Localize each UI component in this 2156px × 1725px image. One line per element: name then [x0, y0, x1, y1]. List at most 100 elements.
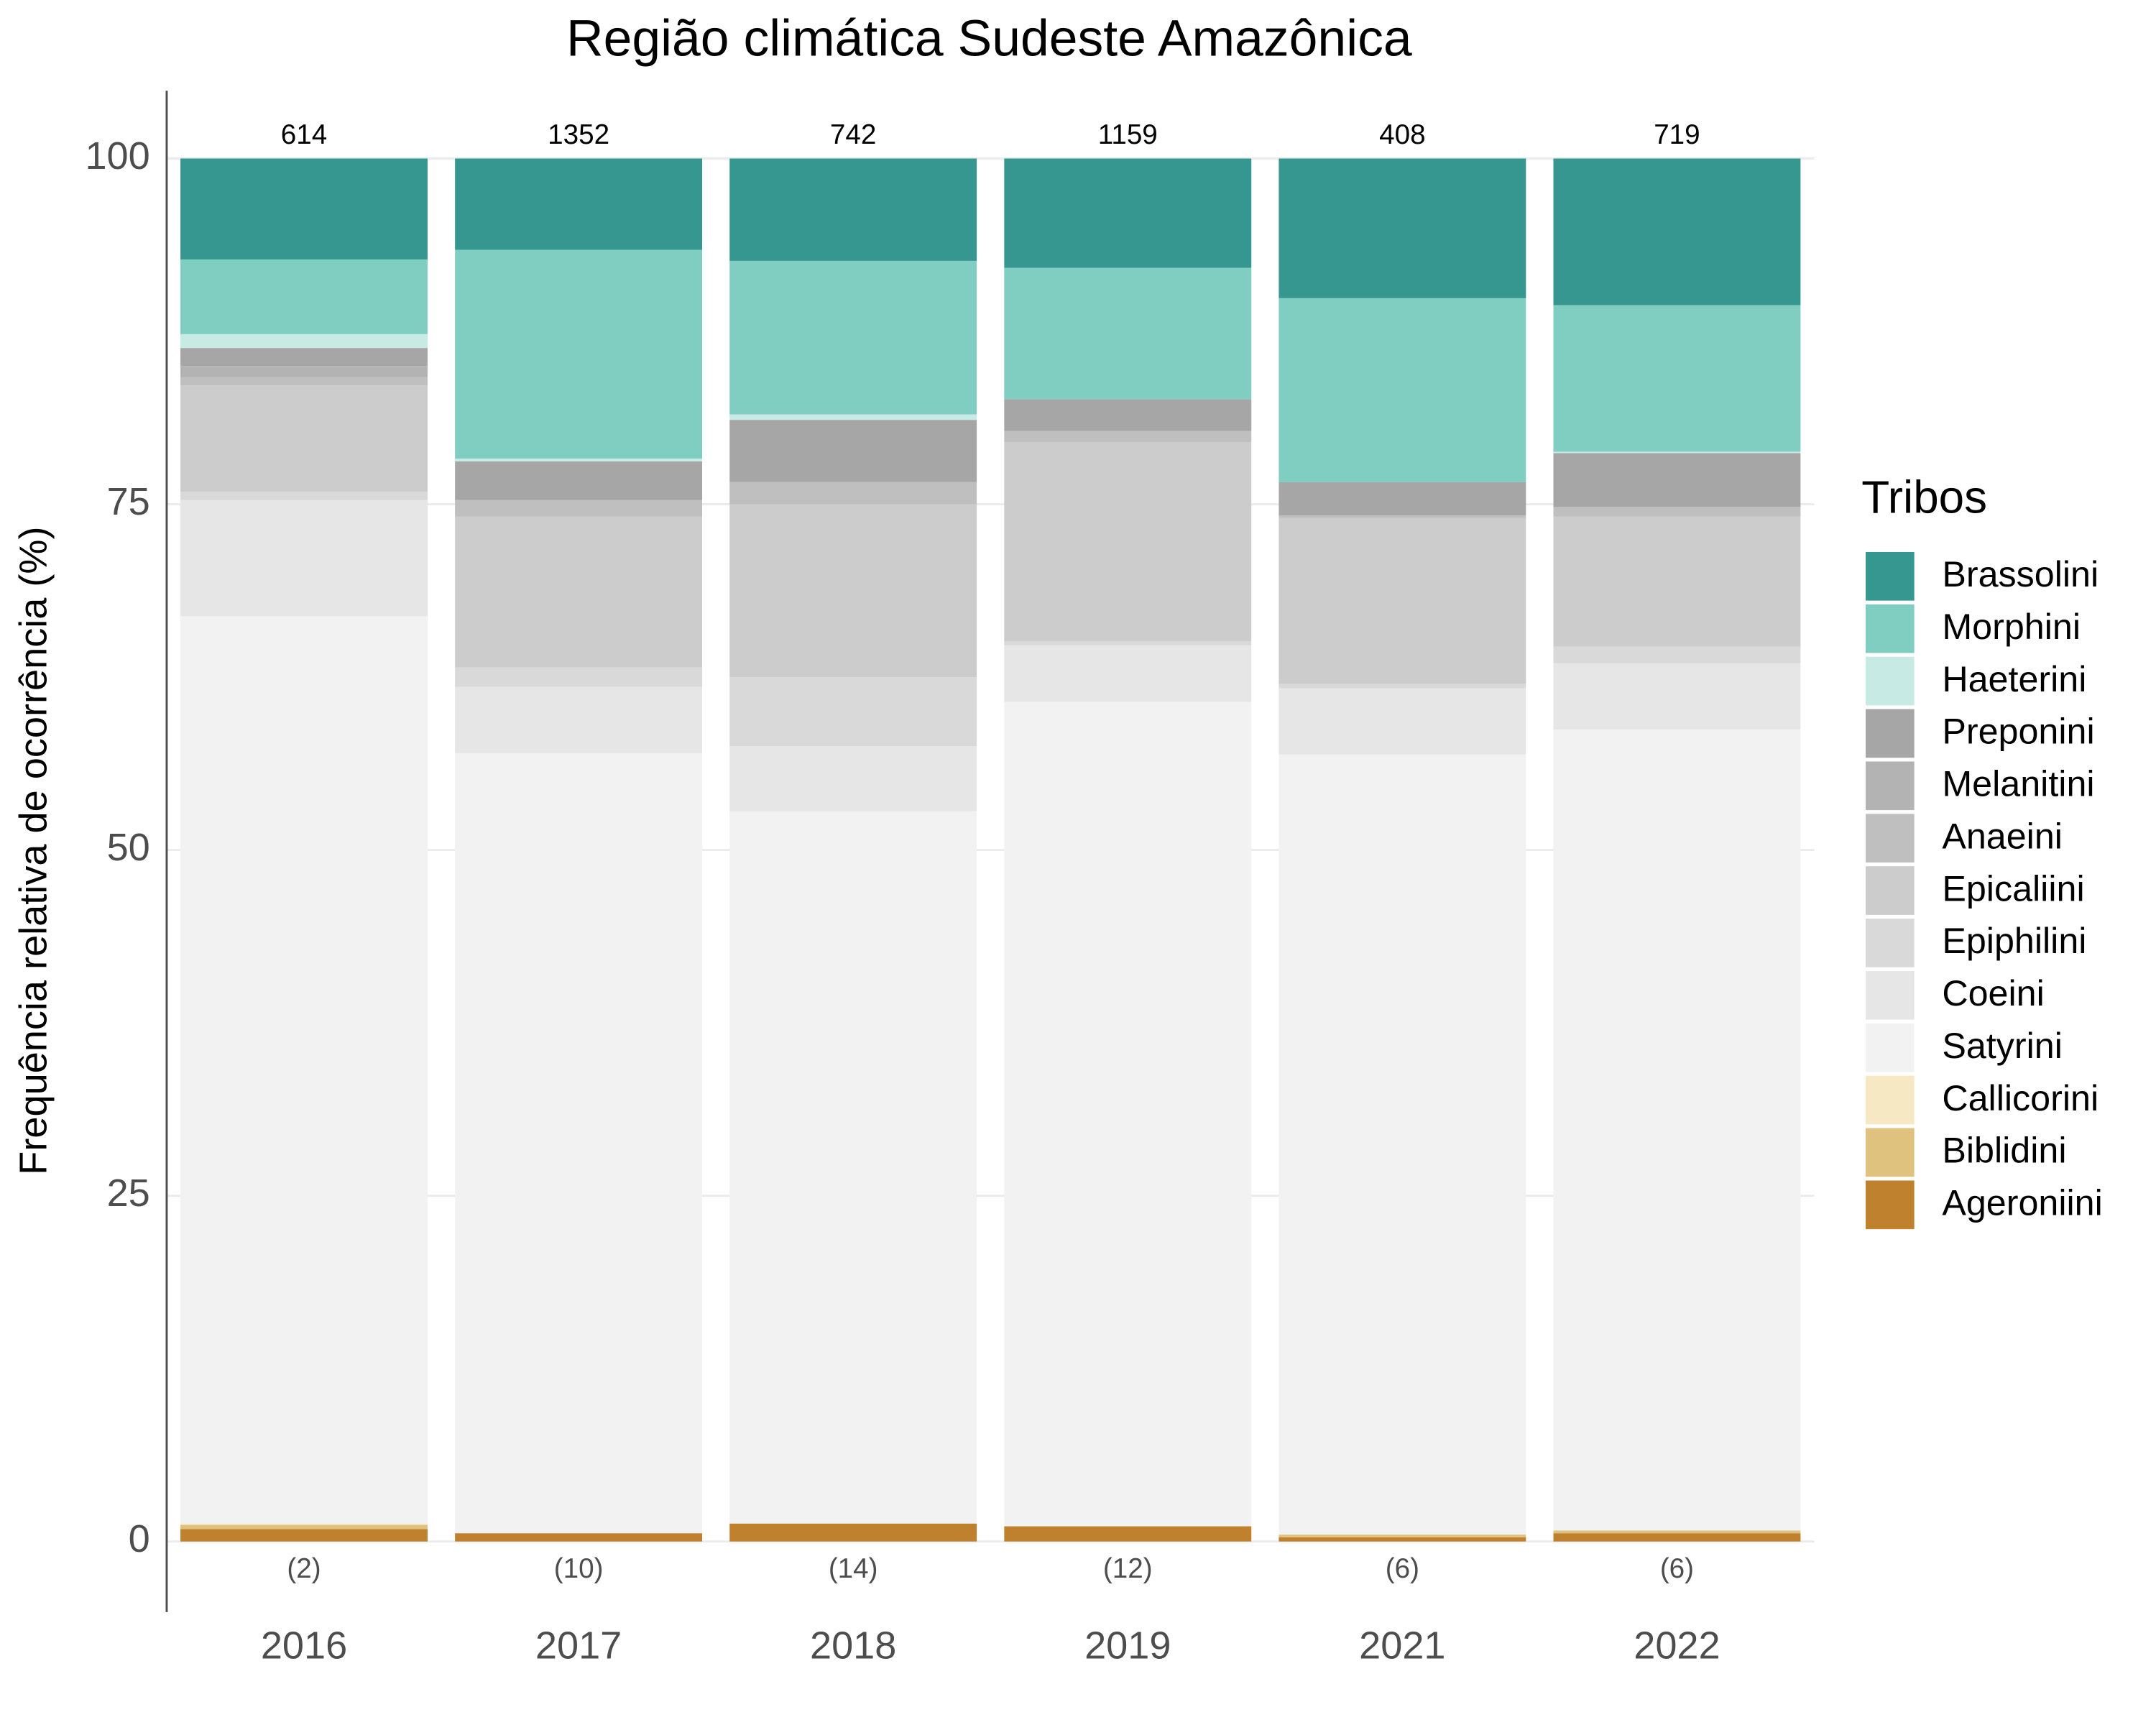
legend-label: Ageroniini	[1942, 1183, 2102, 1223]
bar-bottom-label: (6)	[1660, 1553, 1694, 1584]
bar-segment	[729, 420, 977, 482]
legend-label: Anaeini	[1942, 816, 2063, 856]
bar-segment	[1279, 482, 1526, 515]
legend-swatch	[1866, 814, 1915, 862]
legend-label: Epiphilini	[1942, 921, 2086, 961]
legend-label: Epicaliini	[1942, 868, 2084, 908]
bar-segment	[455, 459, 703, 461]
bar-segment	[729, 482, 977, 505]
bar-segment	[180, 1524, 428, 1530]
bar-segment	[180, 1529, 428, 1542]
bar-segment	[1553, 646, 1801, 663]
legend-swatch	[1866, 1023, 1915, 1072]
bar-segment	[455, 753, 703, 1534]
bar-segment	[1553, 1533, 1801, 1542]
bar-segment	[455, 667, 703, 687]
bar-segment	[1004, 158, 1252, 268]
bar-segment	[729, 414, 977, 420]
bar-total-label: 719	[1654, 119, 1700, 150]
bar-segment	[729, 677, 977, 747]
legend-label: Melanitini	[1942, 764, 2094, 804]
legend-label: Biblidini	[1942, 1131, 2066, 1171]
bar-segment	[1553, 730, 1801, 1531]
bar-segment	[1279, 298, 1526, 482]
y-axis-label: Frequência relativa de ocorrência (%)	[12, 526, 55, 1174]
bar-segment	[1004, 441, 1252, 642]
bar-segment	[455, 1533, 703, 1542]
y-tick-label: 100	[85, 134, 149, 178]
bar-segment	[455, 461, 703, 500]
bar-total-label: 408	[1379, 119, 1425, 150]
x-tick-label: 2016	[261, 1624, 347, 1667]
bar-segment	[729, 1523, 977, 1542]
legend-swatch	[1866, 604, 1915, 653]
legend-swatch	[1866, 709, 1915, 758]
legend-swatch	[1866, 551, 1915, 601]
legend-swatch	[1866, 866, 1915, 915]
bar-segment	[729, 746, 977, 811]
y-tick-label: 75	[107, 480, 150, 523]
bar-segment	[455, 516, 703, 668]
bar-segment	[455, 500, 703, 517]
chart-title: Região climática Sudeste Amazônica	[566, 9, 1412, 67]
bar-total-label: 1159	[1098, 119, 1158, 150]
bar-bottom-label: (2)	[287, 1553, 321, 1584]
legend-label: Haeterini	[1942, 659, 2086, 699]
bar-total-label: 1352	[548, 119, 609, 150]
bar-segment	[1279, 1537, 1526, 1542]
bar-segment	[1279, 688, 1526, 755]
bar-segment	[1553, 516, 1801, 647]
legend-label: Coeini	[1942, 973, 2044, 1013]
y-tick-label: 25	[107, 1172, 150, 1215]
bar-bottom-label: (12)	[1103, 1553, 1153, 1584]
bar-segment	[180, 158, 428, 259]
bar-total-label: 614	[281, 119, 327, 150]
bar-total-label: 742	[830, 119, 876, 150]
legend-swatch	[1866, 656, 1915, 706]
legend-label: Preponini	[1942, 712, 2094, 752]
bar-segment	[180, 1523, 428, 1525]
x-tick-label: 2018	[810, 1624, 896, 1667]
x-tick-label: 2017	[535, 1624, 622, 1667]
legend-label: Brassolini	[1942, 554, 2099, 594]
bar-segment	[1553, 158, 1801, 305]
bar-segment	[1004, 1526, 1252, 1542]
bar-segment	[1553, 663, 1801, 730]
bar-segment	[729, 260, 977, 415]
legend-swatch	[1866, 1075, 1915, 1125]
x-tick-label: 2022	[1634, 1624, 1720, 1667]
bar-bottom-label: (14)	[829, 1553, 878, 1584]
bar-segment	[180, 259, 428, 334]
bar-segment	[1553, 1530, 1801, 1534]
bar-segment	[180, 616, 428, 1524]
bar-segment	[455, 249, 703, 459]
bar-segment	[1004, 641, 1252, 645]
bar-segment	[180, 334, 428, 349]
bar-segment	[729, 158, 977, 261]
legend-label: Morphini	[1942, 607, 2081, 647]
legend-swatch	[1866, 1128, 1915, 1177]
bar-segment	[1004, 645, 1252, 702]
bar-segment	[1279, 754, 1526, 1535]
x-tick-label: 2021	[1359, 1624, 1445, 1667]
bar-bottom-label: (10)	[554, 1553, 604, 1584]
bar-segment	[180, 348, 428, 367]
legend-swatch	[1866, 761, 1915, 811]
bar-segment	[1553, 453, 1801, 507]
y-tick-label: 0	[129, 1517, 150, 1560]
bar-segment	[455, 686, 703, 753]
legend-swatch	[1866, 919, 1915, 967]
bar-segment	[1279, 515, 1526, 518]
bar-segment	[180, 500, 428, 617]
bar-segment	[1004, 431, 1252, 442]
bar-segment	[455, 158, 703, 250]
legend-swatch	[1866, 970, 1915, 1020]
legend-swatch	[1866, 1180, 1915, 1230]
bar-segment	[1553, 451, 1801, 454]
bar-segment	[729, 811, 977, 1524]
bar-segment	[180, 377, 428, 386]
bar-segment	[1279, 158, 1526, 298]
bar-segment	[1004, 267, 1252, 400]
bar-segment	[729, 504, 977, 678]
